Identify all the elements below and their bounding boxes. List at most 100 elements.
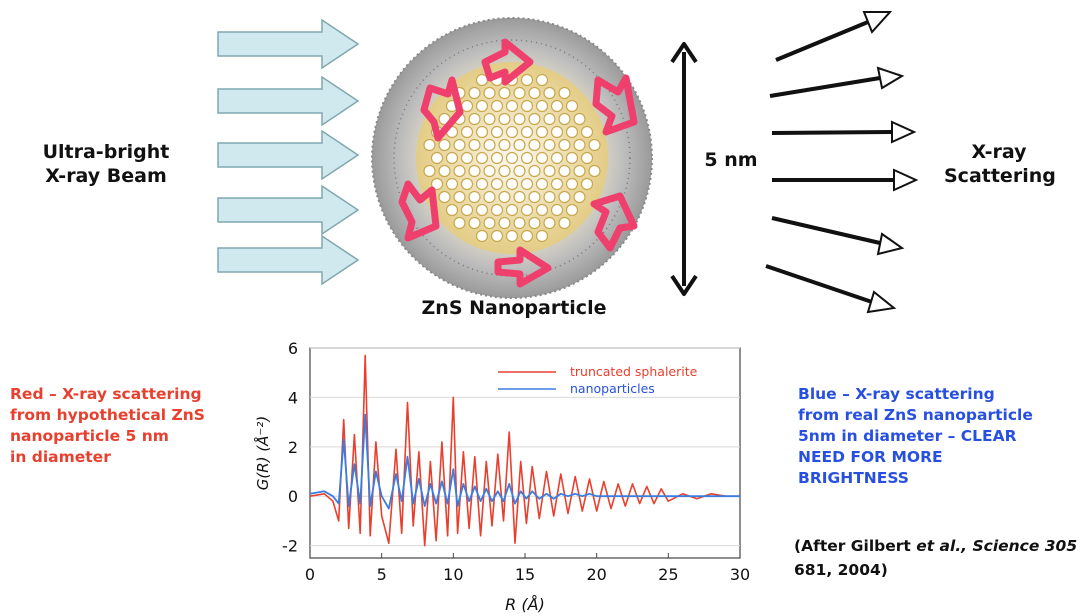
lattice-atom	[505, 203, 519, 217]
lattice-atom	[483, 112, 496, 126]
lattice-atom	[550, 151, 564, 165]
citation-open: (After Gilbert	[794, 537, 917, 555]
lattice-atom	[468, 164, 481, 178]
lattice-atom	[453, 138, 466, 152]
red-note-line: Red – X-ray scattering	[10, 385, 202, 403]
lattice-atom	[520, 73, 534, 87]
lattice-atom	[468, 138, 481, 152]
lattice-atom	[490, 229, 504, 243]
lattice-atom	[475, 177, 489, 191]
lattice-atom	[468, 86, 481, 100]
lattice-atom	[498, 112, 511, 126]
lattice-atom	[498, 164, 511, 178]
blue-note-line: Blue – X-ray scattering	[798, 385, 995, 403]
lattice-atom	[543, 190, 556, 204]
legend-label: truncated sphalerite	[570, 364, 698, 379]
lattice-atom	[490, 177, 504, 191]
x-tick-label: 15	[515, 565, 535, 584]
lattice-atom	[505, 229, 519, 243]
lattice-atom	[543, 138, 556, 152]
lattice-atom	[580, 177, 594, 191]
blue-note-line: 5nm in diameter – CLEAR	[798, 427, 1017, 445]
citation-line2: 681, 2004)	[794, 561, 888, 579]
lattice-atom	[558, 216, 571, 230]
x-tick-label: 20	[586, 565, 606, 584]
lattice-atom	[475, 203, 489, 217]
lattice-atom	[565, 177, 579, 191]
lattice-atom	[573, 190, 586, 204]
lattice-atom	[513, 216, 526, 230]
x-tick-label: 10	[443, 565, 463, 584]
scattered-arrows	[765, 11, 919, 314]
lattice-atom	[580, 151, 594, 165]
lattice-atom	[505, 177, 519, 191]
lattice-atom	[528, 190, 541, 204]
lattice-atom	[460, 125, 474, 139]
lattice-atom	[490, 125, 504, 139]
lattice-atom	[505, 151, 519, 165]
lattice-atom	[430, 151, 444, 165]
lattice-atom	[565, 203, 579, 217]
lattice-atom	[460, 151, 474, 165]
lattice-atom	[520, 177, 534, 191]
lattice-atom	[550, 177, 564, 191]
lattice-atom	[558, 190, 571, 204]
beam-label-line2: X-ray Beam	[45, 165, 167, 187]
lattice-atom	[483, 86, 496, 100]
y-tick-label: -2	[282, 537, 298, 556]
lattice-atom	[535, 203, 549, 217]
lattice-atom	[430, 177, 444, 191]
red-note: Red – X-ray scattering from hypothetical…	[10, 384, 240, 468]
lattice-atom	[558, 86, 571, 100]
lattice-atom	[565, 125, 579, 139]
series-line-nanoparticles	[309, 413, 740, 510]
lattice-atom	[483, 138, 496, 152]
lattice-atom	[468, 216, 481, 230]
lattice-atom	[535, 73, 549, 87]
lattice-atom	[588, 164, 601, 178]
legend-label: nanoparticles	[570, 381, 655, 396]
lattice-atom	[423, 138, 436, 152]
lattice-atom	[438, 164, 451, 178]
lattice-atom	[513, 86, 526, 100]
lattice-atom	[535, 177, 549, 191]
lattice-atom	[498, 216, 511, 230]
y-tick-label: 6	[288, 339, 298, 358]
red-note-line: in diameter	[10, 448, 111, 466]
lattice-atom	[513, 112, 526, 126]
beam-arrow	[217, 75, 360, 127]
beam-arrow	[217, 184, 360, 236]
lattice-atom	[520, 151, 534, 165]
lattice-atom	[438, 190, 451, 204]
x-axis-label: R (Å)	[505, 595, 545, 614]
lattice-atom	[558, 138, 571, 152]
lattice-atom	[535, 151, 549, 165]
lattice-atom	[468, 190, 481, 204]
lattice-atom	[468, 112, 481, 126]
blue-note-line: from real ZnS nanoparticle	[798, 406, 1033, 424]
scatter-label-line1: X-ray	[971, 141, 1027, 163]
lattice-atom	[528, 138, 541, 152]
beam-arrow	[217, 18, 360, 70]
lattice-atom	[550, 99, 564, 113]
lattice-atom	[460, 177, 474, 191]
scattering-diagram	[217, 11, 919, 314]
lattice-atom	[483, 190, 496, 204]
lattice-atom	[460, 203, 474, 217]
citation: (After Gilbert et al., Science 305 681, …	[794, 534, 1084, 582]
lattice-atom	[528, 164, 541, 178]
lattice-atom	[490, 151, 504, 165]
y-tick-label: 0	[288, 487, 298, 506]
scatter-label-line2: Scattering	[944, 165, 1056, 187]
lattice-atom	[498, 138, 511, 152]
lattice-atom	[445, 203, 459, 217]
lattice-atom	[550, 125, 564, 139]
lattice-atom	[550, 203, 564, 217]
beam-label: Ultra-bright X-ray Beam	[36, 140, 176, 188]
lattice-atom	[528, 216, 541, 230]
beam-arrow	[217, 129, 360, 181]
particle-label: ZnS Nanoparticle	[421, 297, 607, 319]
lattice-atom	[460, 99, 474, 113]
lattice-atom	[528, 112, 541, 126]
